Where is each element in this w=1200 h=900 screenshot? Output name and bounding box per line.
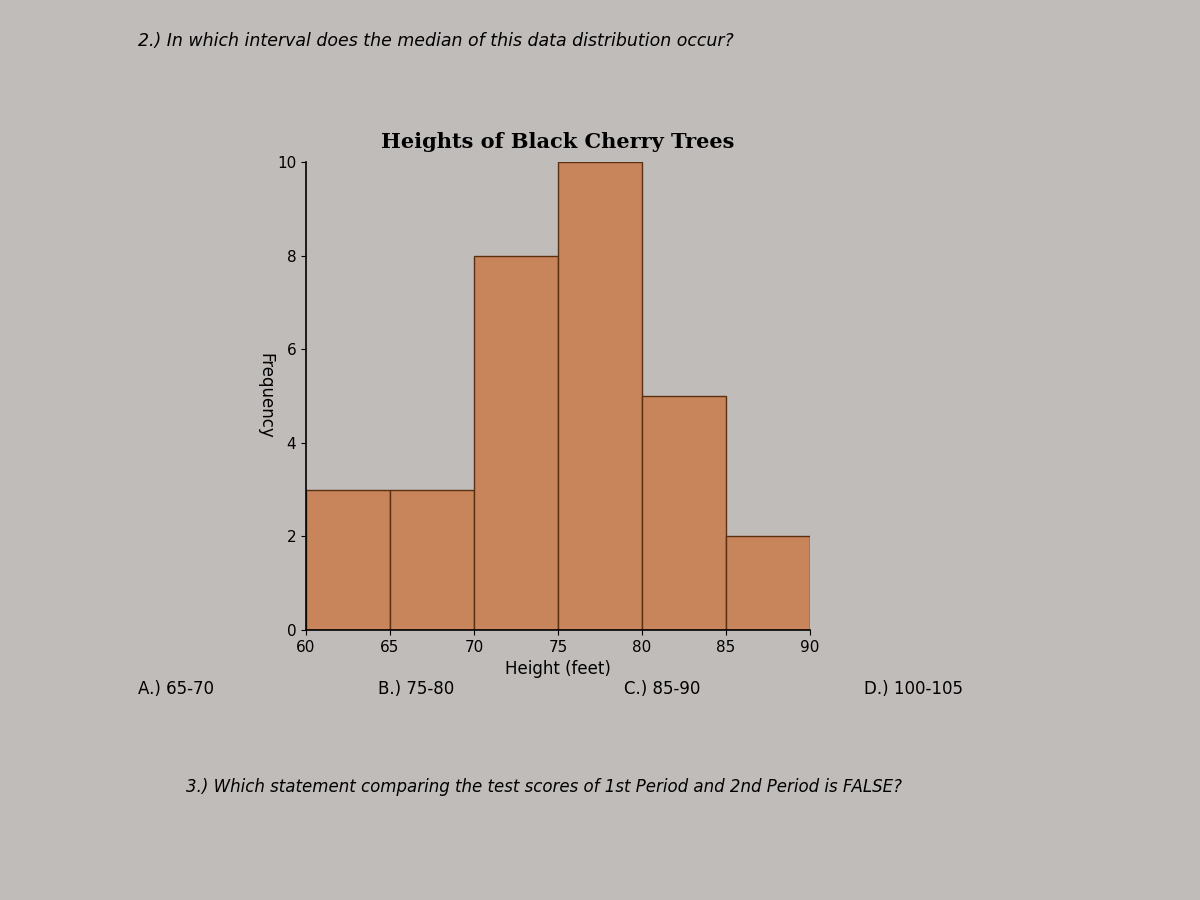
Text: C.) 85-90: C.) 85-90 <box>624 680 701 698</box>
Y-axis label: Frequency: Frequency <box>256 353 274 439</box>
Bar <box>390 490 474 630</box>
Text: D.) 100-105: D.) 100-105 <box>864 680 964 698</box>
Bar <box>726 536 810 630</box>
Bar <box>306 490 390 630</box>
X-axis label: Height (feet): Height (feet) <box>505 661 611 679</box>
Text: A.) 65-70: A.) 65-70 <box>138 680 214 698</box>
Bar <box>642 396 726 630</box>
Title: Heights of Black Cherry Trees: Heights of Black Cherry Trees <box>382 132 734 152</box>
Text: B.) 75-80: B.) 75-80 <box>378 680 455 698</box>
Text: 2.) In which interval does the median of this data distribution occur?: 2.) In which interval does the median of… <box>138 32 733 50</box>
Bar <box>474 256 558 630</box>
Bar <box>558 162 642 630</box>
Text: 3.) Which statement comparing the test scores of 1st Period and 2nd Period is FA: 3.) Which statement comparing the test s… <box>186 778 902 796</box>
